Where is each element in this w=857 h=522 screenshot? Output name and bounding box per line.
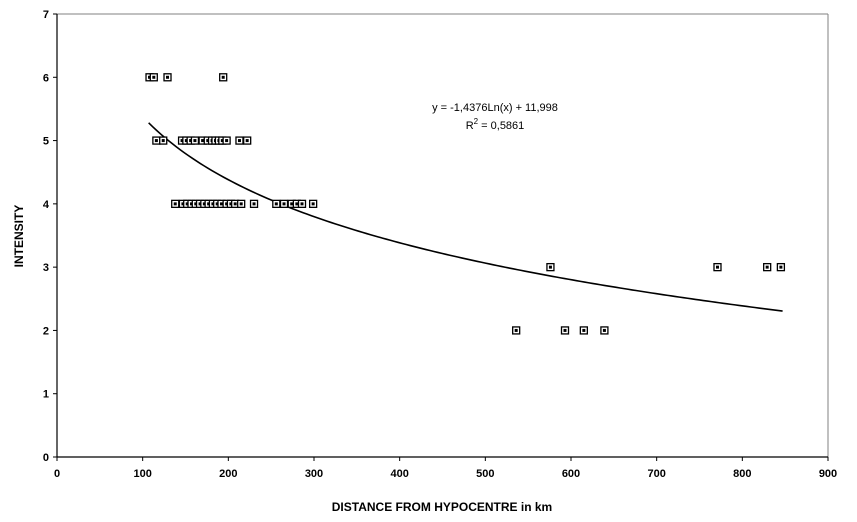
data-point-marker-center	[220, 139, 224, 143]
data-point-marker-center	[295, 202, 299, 206]
y-tick-label: 6	[43, 72, 49, 84]
x-tick-label: 0	[54, 468, 60, 480]
data-point-marker-center	[201, 139, 205, 143]
data-point-marker-center	[229, 202, 233, 206]
data-point-marker-center	[765, 265, 769, 269]
data-point-marker-center	[211, 202, 215, 206]
data-point-marker-center	[237, 139, 241, 143]
data-point-marker-center	[233, 202, 237, 206]
data-point-marker-center	[194, 202, 198, 206]
data-point-marker-center	[198, 202, 202, 206]
x-tick-label: 700	[647, 468, 665, 480]
data-point-marker-center	[148, 75, 152, 79]
data-point-marker-center	[282, 202, 286, 206]
data-point-marker-center	[274, 202, 278, 206]
x-tick-label: 300	[305, 468, 323, 480]
data-point-marker-center	[548, 265, 552, 269]
data-point-marker-center	[582, 328, 586, 332]
data-point-marker-center	[206, 139, 210, 143]
y-tick-label: 1	[43, 389, 49, 401]
r-squared-superscript: 2	[474, 117, 479, 126]
y-tick-label: 0	[43, 452, 49, 464]
data-point-marker-center	[221, 75, 225, 79]
data-point-marker-center	[189, 139, 193, 143]
data-point-marker-center	[311, 202, 315, 206]
data-point-marker-center	[154, 139, 158, 143]
data-point-marker-center	[180, 139, 184, 143]
x-tick-label: 100	[133, 468, 151, 480]
data-point-marker-center	[225, 139, 229, 143]
x-tick-label: 600	[562, 468, 580, 480]
x-tick-label: 400	[390, 468, 408, 480]
data-point-marker-center	[602, 328, 606, 332]
data-point-marker-center	[193, 139, 197, 143]
data-point-marker-center	[563, 328, 567, 332]
data-point-marker-center	[252, 202, 256, 206]
data-point-marker-center	[207, 202, 211, 206]
x-tick-label: 200	[219, 468, 237, 480]
data-point-marker-center	[715, 265, 719, 269]
x-tick-label: 500	[476, 468, 494, 480]
data-point-marker-center	[290, 202, 294, 206]
data-point-marker-center	[185, 202, 189, 206]
trendline-equation: y = -1,4376Ln(x) + 11,998	[432, 102, 558, 114]
y-axis-title: INTENSITY	[12, 205, 26, 268]
data-point-marker-center	[225, 202, 229, 206]
data-point-marker-center	[239, 202, 243, 206]
y-tick-label: 7	[43, 9, 49, 21]
y-tick-label: 2	[43, 325, 49, 337]
data-point-marker-center	[215, 202, 219, 206]
y-axis-ticks: 0 1 2 3 4 5 6 7	[43, 9, 57, 464]
trendline	[148, 122, 783, 312]
data-points	[145, 73, 786, 335]
data-point-marker-center	[173, 202, 177, 206]
plot-frame	[56, 13, 829, 458]
x-axis-ticks: 0 100 200 300 400 500 600 700 800 900	[54, 457, 837, 480]
data-point-marker-center	[152, 75, 156, 79]
data-point-marker-center	[514, 328, 518, 332]
data-point-marker-center	[202, 202, 206, 206]
data-point-marker-center	[161, 139, 165, 143]
trendline-layer	[148, 122, 783, 312]
y-tick-label: 5	[43, 136, 49, 148]
r-squared-value: = 0,5861	[478, 120, 524, 132]
x-tick-label: 900	[819, 468, 837, 480]
data-point-marker-center	[219, 202, 223, 206]
data-point-marker-center	[166, 75, 170, 79]
y-tick-label: 3	[43, 262, 49, 274]
data-point-marker-center	[189, 202, 193, 206]
y-tick-label: 4	[43, 199, 50, 211]
data-point-marker-center	[300, 202, 304, 206]
r-squared-prefix: R	[466, 120, 474, 132]
trendline-r-squared: R2 = 0,5861	[466, 117, 525, 132]
x-tick-label: 800	[733, 468, 751, 480]
data-point-marker-center	[184, 139, 188, 143]
data-point-marker-center	[245, 139, 249, 143]
data-point-marker-center	[181, 202, 185, 206]
x-axis-title: DISTANCE FROM HYPOCENTRE in km	[332, 500, 552, 514]
data-point-marker-center	[779, 265, 783, 269]
